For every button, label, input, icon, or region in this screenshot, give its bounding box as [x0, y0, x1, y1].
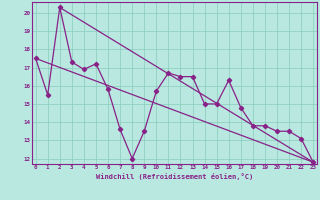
X-axis label: Windchill (Refroidissement éolien,°C): Windchill (Refroidissement éolien,°C) [96, 173, 253, 180]
